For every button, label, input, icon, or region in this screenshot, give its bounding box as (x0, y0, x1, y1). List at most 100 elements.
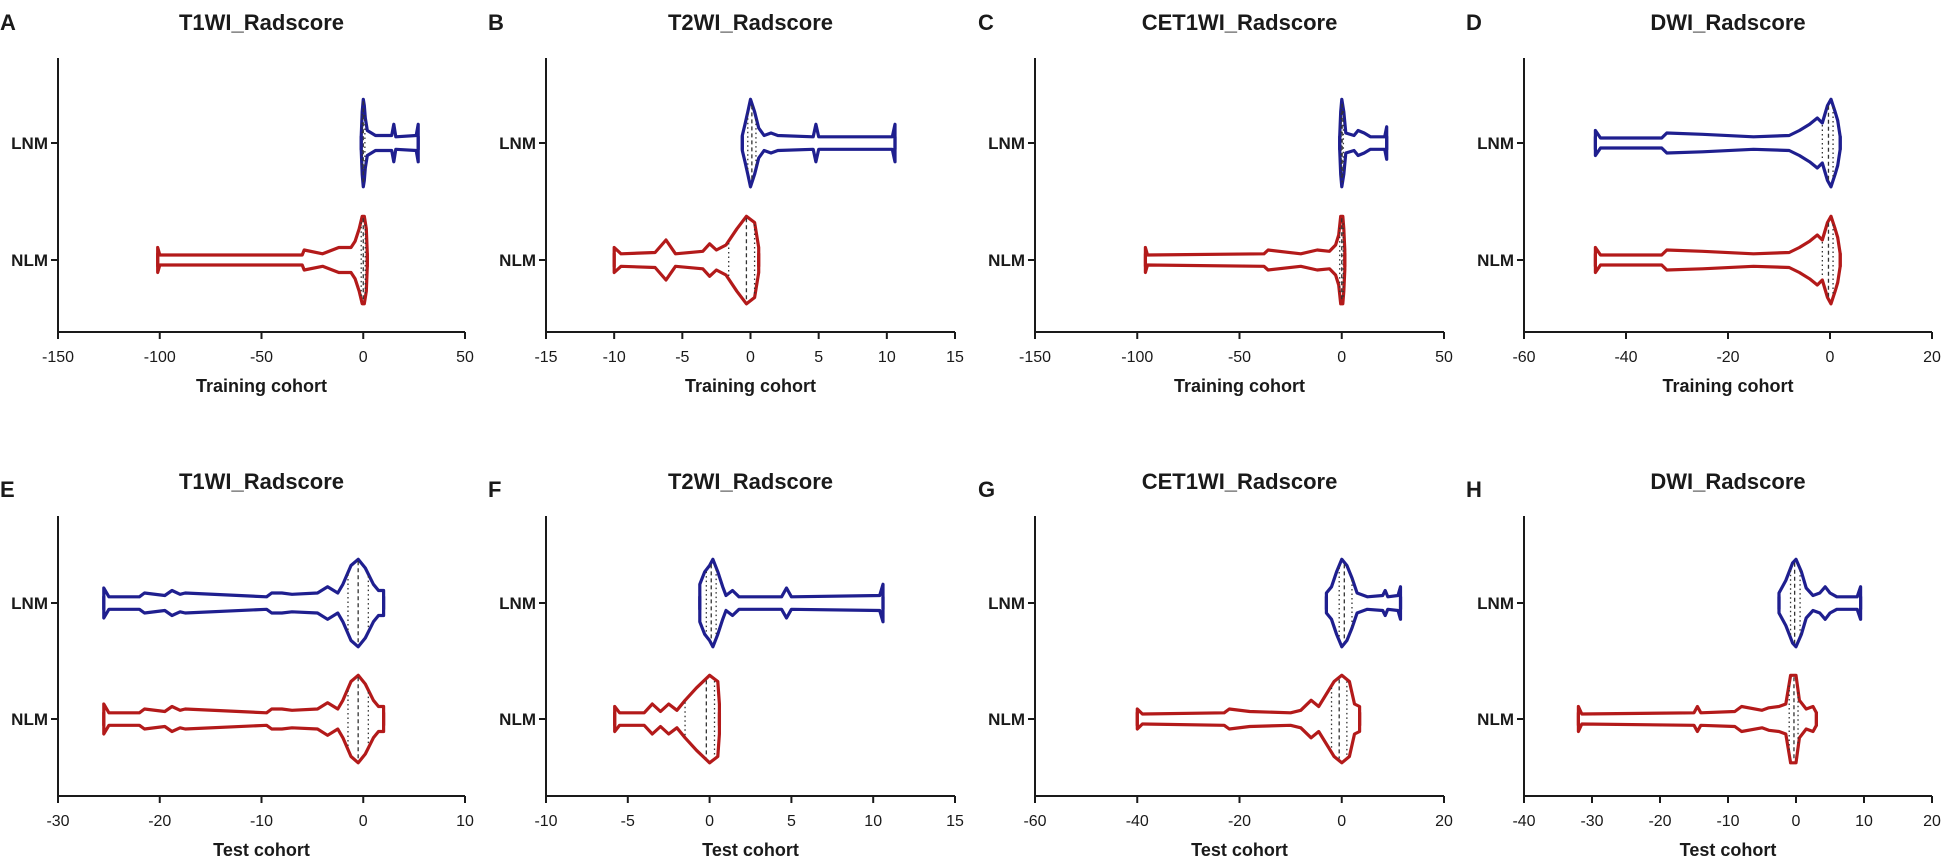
panel-title: DWI_Radscore (1650, 10, 1805, 35)
x-tick-label: 10 (864, 813, 882, 830)
panel-h: H DWI_Radscore -40 -30 -20 -10 0 10 20 Test cohor… (1466, 469, 1941, 860)
x-tick-label: -5 (621, 813, 635, 830)
category-label-nlm: NLM (1477, 710, 1514, 729)
x-tick-label: 0 (1337, 813, 1346, 830)
category-label-lnm: LNM (11, 594, 48, 613)
violin-outline (156, 214, 369, 306)
x-tick-label: -10 (250, 813, 273, 830)
x-tick-label: 0 (1792, 813, 1801, 830)
violin-outline (612, 214, 761, 306)
x-tick-label: -20 (1228, 813, 1251, 830)
category-label-nlm: NLM (988, 251, 1025, 270)
x-tick-label: -5 (675, 349, 689, 366)
panel-letter: F (488, 477, 501, 502)
category-label-lnm: LNM (988, 594, 1025, 613)
violin-lnm (740, 97, 897, 189)
panel-a: A T1WI_Radscore -150 -100 -50 0 50 Training coh… (0, 10, 474, 396)
category-label-nlm: NLM (11, 710, 48, 729)
violin-outline (1135, 673, 1362, 765)
x-tick-label: -10 (1716, 813, 1739, 830)
category-label-lnm: LNM (11, 134, 48, 153)
x-tick-label: 0 (1337, 349, 1346, 366)
violin-outline (1593, 214, 1842, 306)
panel-letter: A (0, 10, 16, 35)
category-label-nlm: NLM (499, 710, 536, 729)
panel-e: E T1WI_Radscore -30 -20 -10 0 10 Test cohort LNM… (0, 469, 474, 860)
x-tick-label: 15 (946, 349, 964, 366)
violin-outline (613, 673, 721, 765)
x-tick-label: -10 (603, 349, 626, 366)
x-tick-label: 10 (878, 349, 896, 366)
violin-nlm (1593, 214, 1842, 306)
x-tick-label: -30 (46, 813, 69, 830)
x-tick-label: -100 (144, 349, 176, 366)
panel-letter: H (1466, 477, 1482, 502)
x-tick-label: 0 (1826, 349, 1835, 366)
panel-title: CET1WI_Radscore (1142, 469, 1338, 494)
x-tick-label: -50 (250, 349, 273, 366)
x-tick-label: -40 (1512, 813, 1535, 830)
violin-outline (1576, 673, 1818, 765)
x-tick-label: -20 (1648, 813, 1671, 830)
category-label-nlm: NLM (1477, 251, 1514, 270)
violin-lnm (102, 557, 386, 649)
x-tick-label: -100 (1121, 349, 1153, 366)
x-tick-label: -20 (148, 813, 171, 830)
violin-outline (698, 557, 885, 649)
violin-lnm (1324, 557, 1403, 649)
panel-letter: B (488, 10, 504, 35)
x-tick-label: -20 (1716, 349, 1739, 366)
x-tick-label: 15 (946, 813, 964, 830)
panel-title: T2WI_Radscore (668, 10, 833, 35)
x-tick-label: 10 (456, 813, 474, 830)
x-tick-label: -15 (534, 349, 557, 366)
category-label-nlm: NLM (11, 251, 48, 270)
panel-c: C CET1WI_Radscore -150 -100 -50 0 50 Training c… (978, 10, 1453, 396)
x-tick-label: 50 (456, 349, 474, 366)
x-tick-label: 10 (1855, 813, 1873, 830)
panel-title: T2WI_Radscore (668, 469, 833, 494)
x-tick-label: 50 (1435, 349, 1453, 366)
violin-nlm (102, 673, 386, 765)
violin-outline (1777, 557, 1863, 649)
panel-title: DWI_Radscore (1650, 469, 1805, 494)
x-tick-label: -60 (1512, 349, 1535, 366)
violin-nlm (612, 214, 761, 306)
violin-nlm (1135, 673, 1362, 765)
x-axis-label: Test cohort (1680, 840, 1777, 860)
x-tick-label: -150 (42, 349, 74, 366)
x-tick-label: 0 (359, 349, 368, 366)
violin-nlm (1576, 673, 1819, 765)
x-tick-label: 20 (1923, 349, 1941, 366)
x-tick-label: -30 (1580, 813, 1603, 830)
violin-lnm (1777, 557, 1863, 649)
violin-nlm (613, 673, 722, 765)
category-label-lnm: LNM (499, 134, 536, 153)
panel-f: F T2WI_Radscore -10 -5 0 5 10 15 Test cohort LNM N… (488, 469, 964, 860)
x-tick-label: 0 (359, 813, 368, 830)
x-tick-label: 5 (814, 349, 823, 366)
category-label-lnm: LNM (1477, 134, 1514, 153)
x-tick-label: -60 (1023, 813, 1046, 830)
x-axis-label: Training cohort (196, 376, 327, 396)
violin-lnm (1338, 97, 1389, 189)
x-axis-label: Test cohort (213, 840, 310, 860)
violin-outline (1338, 97, 1389, 189)
panel-letter: C (978, 10, 994, 35)
panel-title: T1WI_Radscore (179, 469, 344, 494)
violin-outline (102, 557, 386, 649)
panel-letter: E (0, 477, 15, 502)
violin-outline (102, 673, 386, 765)
panel-g: G CET1WI_Radscore -60 -40 -20 0 20 Test cohort L… (978, 469, 1453, 860)
violin-nlm (1143, 214, 1347, 306)
panel-letter: D (1466, 10, 1482, 35)
category-label-nlm: NLM (988, 710, 1025, 729)
x-tick-label: 20 (1923, 813, 1941, 830)
x-tick-label: -40 (1126, 813, 1149, 830)
x-axis-label: Test cohort (1191, 840, 1288, 860)
violin-outline (1324, 557, 1403, 649)
violin-outline (359, 97, 420, 189)
x-tick-label: 0 (746, 349, 755, 366)
x-axis-label: Training cohort (1174, 376, 1305, 396)
